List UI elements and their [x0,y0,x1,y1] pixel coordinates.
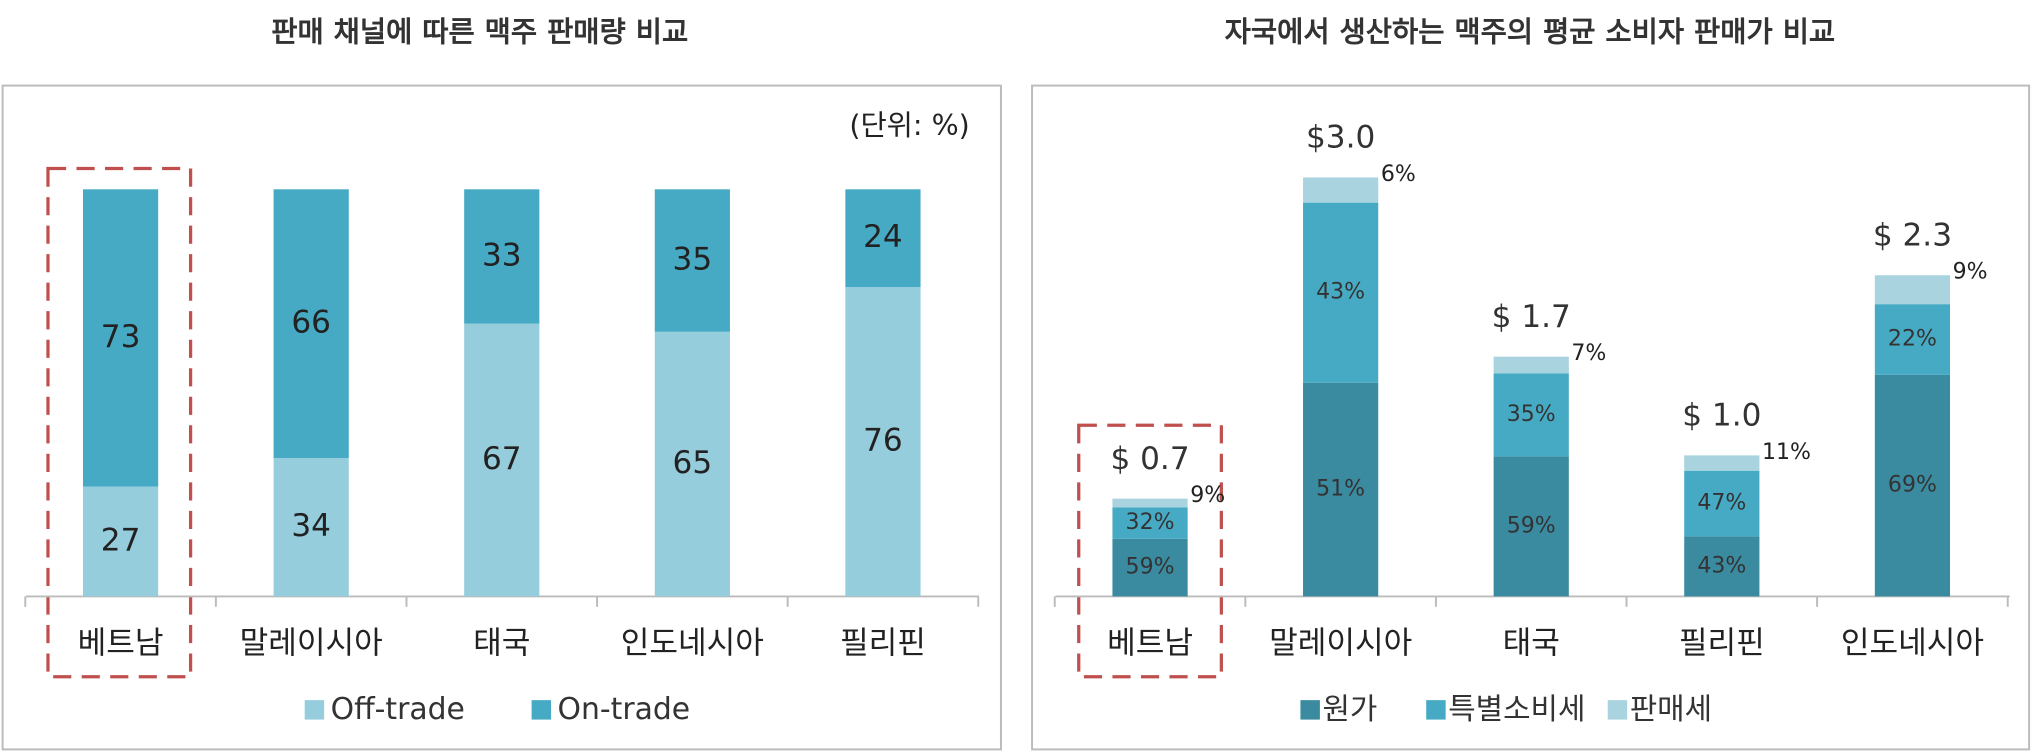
x-tick-label: 인도네시아 [1841,625,1984,661]
data-label: 34 [291,508,331,544]
x-tick-label: 필리핀 [1679,625,1765,661]
data-label: 35% [1507,402,1556,427]
bar-segment [464,189,540,324]
bar-segment [845,189,921,288]
x-tick-label: 말레이시아 [1269,625,1412,661]
highlight-box [46,166,193,679]
bar-segment [1303,177,1379,203]
bar-segment [1303,382,1379,597]
data-label: 7% [1571,341,1606,366]
bar-segment [1874,304,1951,375]
total-label: $ 1.0 [1682,397,1761,433]
data-label: 51% [1316,477,1365,502]
bar-segment [1493,373,1569,457]
data-label: 11% [1762,440,1811,465]
data-label: 6% [1381,162,1416,187]
data-label: 22% [1888,326,1937,351]
legend-swatch [1426,700,1446,720]
panel-frame [1,84,1002,751]
data-label: 59% [1126,555,1175,580]
bar-segment [1112,507,1188,539]
data-label: 9% [1953,260,1988,285]
total-label: $3.0 [1306,120,1375,156]
bar-segment [1684,536,1760,597]
highlight-box [1077,423,1223,679]
legend-label: 원가 [1322,692,1377,727]
chart-title: 자국에서 생산하는 맥주의 평균 소비자 판매가 비교 [1225,16,1836,49]
bar-segment [464,323,540,597]
bar-segment [1874,275,1951,305]
legend-label: Off-trade [331,692,465,727]
bar-segment [273,189,349,458]
unit-note: (단위: %) [849,109,970,142]
data-label: 69% [1888,473,1937,498]
data-label: 9% [1190,483,1225,508]
data-label: 35 [673,242,713,278]
total-label: $ 1.7 [1492,299,1571,335]
x-tick-label: 태국 [473,625,530,661]
data-label: 43% [1316,280,1365,305]
data-label: 24 [863,219,903,255]
bar-segment [654,331,730,597]
bar-segment [1493,456,1569,597]
bar-segment [1493,356,1569,374]
bar-segment [82,486,159,597]
panel-frame [1031,84,2031,751]
data-label: 59% [1507,513,1556,538]
x-tick-label: 베트남 [1107,625,1193,661]
bar-segment [1112,538,1188,597]
legend-swatch [531,700,552,720]
bar-segment [1684,470,1760,537]
data-label: 73 [101,319,141,355]
legend-label: 판매세 [1630,692,1712,727]
bar-segment [82,189,159,487]
data-label: 33 [482,237,522,273]
x-tick-label: 말레이시아 [240,625,383,661]
bar-segment [1112,498,1188,508]
x-tick-label: 인도네시아 [621,625,764,661]
x-tick-label: 태국 [1503,625,1560,661]
bar-segment [1684,455,1760,471]
chart-title: 판매 채널에 따른 맥주 판매량 비교 [271,16,688,49]
total-label: $ 0.7 [1110,441,1189,477]
total-label: $ 2.3 [1873,217,1952,253]
legend-label: On-trade [558,692,691,727]
legend-label: 특별소비세 [1448,692,1585,727]
data-label: 65 [673,445,713,481]
legend-swatch [1300,700,1320,720]
data-label: 43% [1697,553,1746,578]
data-label: 76 [863,423,903,459]
x-tick-label: 베트남 [78,625,164,661]
bar-segment [1874,374,1951,597]
x-tick-label: 필리핀 [840,625,926,661]
data-label: 47% [1697,491,1746,516]
bar-segment [273,457,349,597]
data-label: 66 [291,305,331,341]
data-label: 32% [1126,510,1175,535]
bar-segment [845,287,921,597]
bar-segment [1303,202,1379,383]
data-label: 67 [482,441,522,477]
data-label: 27 [101,522,141,558]
legend-swatch [304,700,325,720]
legend-swatch [1607,700,1628,720]
bar-segment [654,189,730,332]
